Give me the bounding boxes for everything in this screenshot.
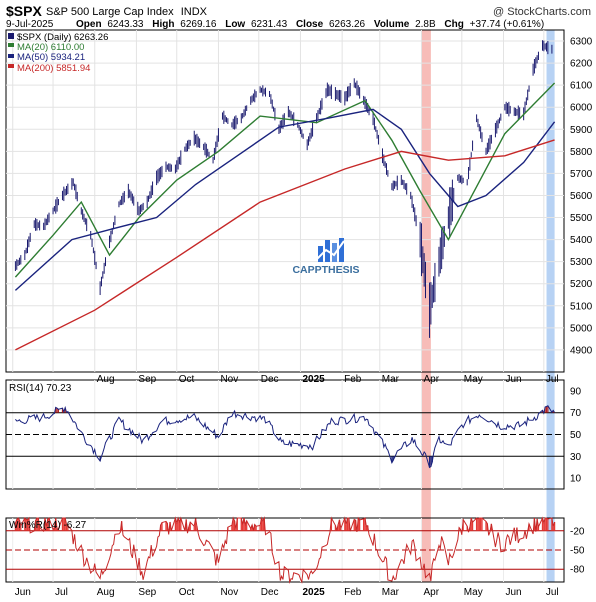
price-series-group xyxy=(14,40,556,351)
bottom-x-tick-label: Mar xyxy=(382,587,400,598)
rsi-label: RSI(14) 70.23 xyxy=(9,383,72,394)
exchange-label: INDX xyxy=(181,6,208,18)
rsi-line xyxy=(15,405,556,469)
change-label: Chg xyxy=(444,19,463,30)
wr-y-tick-label: -80 xyxy=(570,565,585,576)
watermark: @ StockCharts.com xyxy=(493,6,591,18)
wr-y-tick-label: -20 xyxy=(570,526,585,537)
legend-ma20: MA(20) 6110.00 xyxy=(17,42,84,53)
price-y-tick-label: 5200 xyxy=(570,279,593,290)
wr-series-group xyxy=(14,516,556,584)
legend-ma200: MA(200) 5851.94 xyxy=(17,63,90,74)
legend-swatch-ma50 xyxy=(8,54,14,58)
symbol-title: $SPX xyxy=(6,3,42,19)
rsi-y-tick-label: 10 xyxy=(570,474,582,485)
bottom-x-tick-label: Jun xyxy=(15,587,31,598)
open-label: Open xyxy=(76,19,102,30)
rsi-y-tick-label: 70 xyxy=(570,408,582,419)
bottom-x-tick-label: 2025 xyxy=(302,587,325,598)
index-name: S&P 500 Large Cap Index INDX xyxy=(46,6,208,18)
price-ohlc-bars xyxy=(14,40,553,338)
bottom-x-tick-label: Feb xyxy=(344,587,362,598)
price-y-tick-label: 5700 xyxy=(570,169,593,180)
ma50-line xyxy=(14,108,556,291)
logo-bars-icon xyxy=(315,238,345,262)
price-y-tick-label: 5900 xyxy=(570,125,593,136)
volume-value: 2.8B xyxy=(415,19,436,30)
bottom-x-tick-label: Jul xyxy=(546,587,559,598)
rsi-gridlines: 10 30 50 70 90 xyxy=(6,380,582,489)
high-value: 6269.16 xyxy=(180,19,217,30)
bottom-x-tick-label: Aug xyxy=(97,587,115,598)
low-label: Low xyxy=(225,19,245,30)
wr-y-tick-label: -50 xyxy=(570,546,585,557)
price-y-tick-label: 5600 xyxy=(570,191,593,202)
bottom-x-tick-label: May xyxy=(464,587,483,598)
bottom-x-tick-label: Nov xyxy=(220,587,238,598)
price-panel-frame xyxy=(5,29,565,373)
price-y-tick-label: 5500 xyxy=(570,213,593,224)
price-y-tick-label: 5100 xyxy=(570,301,593,312)
low-value: 6231.43 xyxy=(251,19,288,30)
legend-ma50: MA(50) 5934.21 xyxy=(17,52,85,63)
price-y-tick-label: 5300 xyxy=(570,257,593,268)
price-y-tick-label: 6000 xyxy=(570,103,593,114)
price-y-tick-label: 5800 xyxy=(570,147,593,158)
ma20-line xyxy=(14,82,556,278)
bottom-x-tick-label: Apr xyxy=(423,587,439,598)
volume-label: Volume xyxy=(374,19,410,30)
high-label: High xyxy=(152,19,174,30)
ma200-line xyxy=(15,139,555,351)
legend-swatch-ma20 xyxy=(8,43,14,47)
legend-swatch-price xyxy=(8,33,14,39)
bottom-x-tick-label: Jul xyxy=(55,587,68,598)
bottom-x-tick-label: Oct xyxy=(179,587,195,598)
change-value: +37.74 (+0.61%) xyxy=(470,19,545,30)
quote-date: 9-Jul-2025 xyxy=(6,19,54,30)
wr-label: Wm%R(14) -6.27 xyxy=(9,520,87,531)
legend-price: $SPX (Daily) 6263.26 xyxy=(17,32,108,43)
price-y-tick-label: 4900 xyxy=(570,345,593,356)
close-label: Close xyxy=(296,19,324,30)
bottom-x-tick-label: Dec xyxy=(261,587,279,598)
open-value: 6243.33 xyxy=(107,19,144,30)
cappthesis-logo: CAPPTHESIS xyxy=(292,238,360,276)
price-y-axis: 4900 5000 5100 5200 5300 5400 5500 5600 5700 5800… xyxy=(570,37,593,357)
price-legend: $SPX (Daily) 6263.26 MA(20) 6110.00 MA(5… xyxy=(8,32,108,74)
rsi-y-tick-label: 90 xyxy=(570,386,582,397)
price-y-tick-label: 6300 xyxy=(570,37,593,48)
rsi-y-tick-label: 50 xyxy=(570,430,582,441)
price-y-tick-label: 5000 xyxy=(570,323,593,334)
rsi-y-tick-label: 30 xyxy=(570,452,582,463)
price-gridlines xyxy=(6,30,564,372)
logo-text: CAPPTHESIS xyxy=(292,264,359,276)
price-y-tick-label: 5400 xyxy=(570,235,593,246)
bottom-x-tick-label: Sep xyxy=(138,587,156,598)
bottom-x-tick-label: Jun xyxy=(505,587,521,598)
price-y-tick-label: 6200 xyxy=(570,59,593,70)
bottom-x-axis: Jun Jul Aug Sep Oct Nov Dec 2025 Feb Mar Apr May Jun… xyxy=(15,587,559,598)
rsi-series-group xyxy=(15,405,556,469)
wr-line xyxy=(14,516,556,584)
price-y-tick-label: 6100 xyxy=(570,81,593,92)
legend-swatch-ma200 xyxy=(8,64,14,68)
index-full-name: S&P 500 Large Cap Index xyxy=(46,6,174,18)
close-value: 6263.26 xyxy=(329,19,366,30)
ohlc-summary: Open 6243.33 High 6269.16 Low 6231.43 Cl… xyxy=(76,19,544,30)
